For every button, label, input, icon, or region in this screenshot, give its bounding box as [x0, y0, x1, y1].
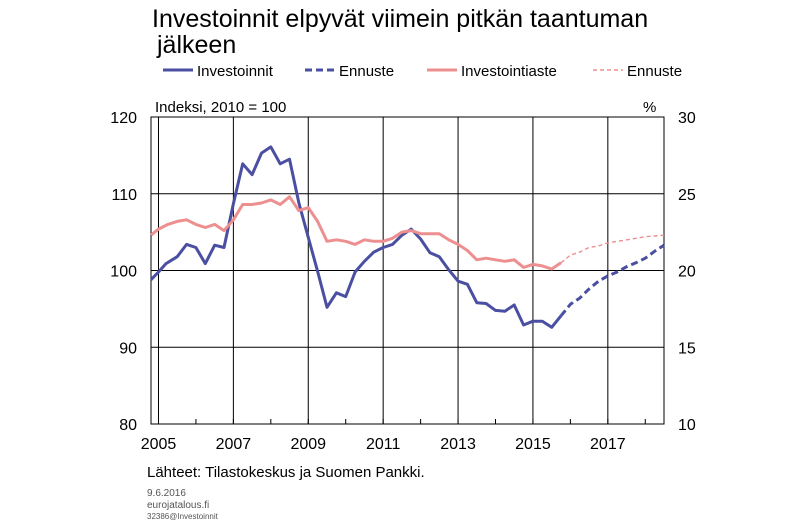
footer-code: 32386@Investoinnit	[147, 512, 219, 521]
legend-label-investointiaste: Investointiaste	[461, 63, 557, 80]
footer-date: 9.6.2016	[147, 488, 186, 499]
left-tick-label: 120	[110, 110, 137, 127]
source-note: Lähteet: Tilastokeskus ja Suomen Pankki.	[147, 464, 425, 481]
right-tick-label: 25	[678, 187, 696, 204]
series-line-1-ennuste	[559, 243, 665, 317]
x-tick-label: 2017	[590, 436, 626, 453]
right-tick-label: 20	[678, 264, 696, 281]
left-tick-label: 100	[110, 264, 137, 281]
left-axis-note: Indeksi, 2010 = 100	[155, 99, 286, 116]
gridlines	[151, 116, 664, 425]
legend: Investoinnit Ennuste Investointiaste Enn…	[163, 63, 682, 80]
right-tick-label: 30	[678, 110, 696, 127]
chart-title: Investoinnit elpyvät viimein pitkän taan…	[152, 5, 648, 33]
x-tick-label: 2007	[216, 436, 252, 453]
x-tick-label: 2015	[515, 436, 551, 453]
chart-title-line2: jälkeen	[156, 31, 236, 59]
series-line-3-ennuste	[560, 234, 665, 264]
legend-label-ennuste-investoinnit: Ennuste	[339, 63, 394, 80]
right-axis-note: %	[643, 99, 656, 116]
series-line-2-investointiaste	[150, 195, 562, 271]
legend-label-ennuste-investointiaste: Ennuste	[627, 63, 682, 80]
right-tick-label: 15	[678, 340, 696, 357]
footer-site: eurojatalous.fi	[147, 500, 209, 511]
left-tick-label: 90	[119, 340, 137, 357]
x-tick-label: 2013	[440, 436, 476, 453]
left-tick-label: 80	[119, 417, 137, 434]
x-tick-label: 2009	[290, 436, 326, 453]
axis-ticks: 80 90 100 110 120 10 15 20 25 30 2005 2007 2009 2011 2…	[110, 110, 696, 453]
right-tick-label: 10	[678, 417, 696, 434]
series-group	[149, 145, 665, 329]
series-line-0-investoinnit	[149, 145, 563, 329]
left-tick-label: 110	[111, 187, 137, 204]
x-tick-label: 2005	[141, 436, 177, 453]
plot-frame	[150, 116, 665, 425]
x-tick-label: 2011	[366, 436, 401, 453]
legend-label-investoinnit: Investoinnit	[197, 63, 274, 80]
